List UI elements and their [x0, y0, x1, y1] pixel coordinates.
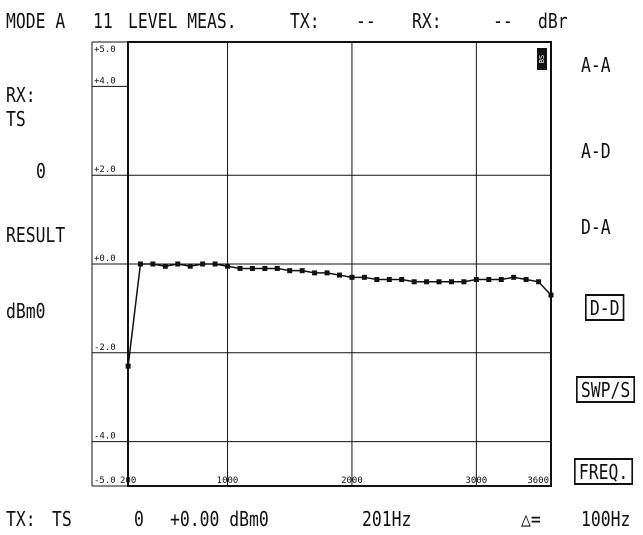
- data-point: [299, 268, 305, 274]
- data-point: [411, 279, 417, 285]
- softkey-a-d[interactable]: A-D: [581, 139, 611, 163]
- y-tick-label: +2.0: [94, 165, 116, 175]
- data-point: [349, 274, 355, 280]
- data-point: [399, 277, 405, 283]
- data-point: [386, 277, 392, 283]
- status-delta: △=: [521, 507, 541, 531]
- header-tx-value: --: [356, 9, 376, 33]
- mode-number: 11: [93, 9, 113, 33]
- status-tx-label: TX:: [6, 507, 36, 531]
- header-unit: dBr: [538, 9, 568, 33]
- softkey-sweep-step[interactable]: SWP/S: [576, 376, 636, 403]
- corner-badge-box: [537, 48, 547, 70]
- status-frequency: 201Hz: [362, 507, 412, 531]
- x-tick-label: 2000: [341, 476, 363, 486]
- rx-source: TS: [6, 107, 26, 131]
- data-point: [436, 279, 442, 285]
- data-point: [274, 265, 280, 271]
- data-point: [187, 263, 193, 269]
- data-point: [424, 279, 430, 285]
- data-point: [237, 265, 243, 271]
- data-point: [486, 277, 492, 283]
- grid-lines: [128, 42, 551, 486]
- data-point: [461, 279, 467, 285]
- result-unit: dBm0: [6, 299, 46, 323]
- rx-value: 0: [36, 159, 46, 183]
- y-tick-label: +5.0: [94, 45, 116, 55]
- data-point: [324, 270, 330, 276]
- header-rx-label: RX:: [412, 9, 442, 33]
- x-tick-label: 200: [120, 476, 136, 486]
- header-rx-value: --: [493, 9, 513, 33]
- y-tick-label: -2.0: [94, 343, 116, 353]
- data-point: [175, 261, 181, 267]
- y-tick-label: -5.0: [94, 476, 116, 486]
- data-point: [473, 277, 479, 283]
- data-point: [511, 274, 517, 280]
- status-tx-source: TS: [52, 507, 72, 531]
- data-point: [548, 292, 554, 298]
- status-tx-level: +0.00 dBm0: [170, 507, 269, 531]
- status-tx-level-value: 0: [134, 507, 144, 531]
- y-tick-label: -4.0: [94, 432, 116, 442]
- status-step: 100Hz: [581, 507, 631, 531]
- data-point: [225, 263, 231, 269]
- y-tick-label: +4.0: [94, 76, 116, 86]
- rx-label: RX:: [6, 83, 36, 107]
- header-tx-label: TX:: [290, 9, 320, 33]
- softkey-d-d[interactable]: D-D: [585, 294, 625, 321]
- data-point: [498, 277, 504, 283]
- data-point: [137, 261, 143, 267]
- data-point: [162, 263, 168, 269]
- softkey-d-a[interactable]: D-A: [581, 215, 611, 239]
- data-point: [374, 277, 380, 283]
- softkey-a-a[interactable]: A-A: [581, 53, 611, 77]
- data-point: [536, 279, 542, 285]
- data-point: [150, 261, 156, 267]
- data-point: [125, 363, 131, 369]
- x-tick-label: 3600: [527, 476, 549, 486]
- result-label: RESULT: [6, 223, 66, 247]
- data-point: [212, 261, 218, 267]
- data-point: [262, 265, 268, 271]
- data-point: [200, 261, 206, 267]
- data-point: [448, 279, 454, 285]
- series-level: [125, 261, 554, 369]
- data-point: [249, 265, 255, 271]
- data-point: [287, 268, 293, 274]
- y-tick-labels: +5.0 +4.0 +2.0 +0.0 -2.0 -4.0 -5.0: [92, 41, 128, 487]
- data-point: [337, 272, 342, 278]
- data-point: [523, 277, 529, 283]
- data-point: [312, 270, 318, 276]
- x-tick-label: 1000: [217, 476, 239, 486]
- data-point: [361, 274, 367, 280]
- x-tick-labels: 200 1000 2000 3000 3600: [120, 476, 549, 486]
- corner-badge-text: BS: [538, 55, 546, 63]
- softkey-frequency[interactable]: FREQ.: [574, 458, 634, 485]
- x-tick-label: 3000: [466, 476, 488, 486]
- mode-label: MODE A: [6, 9, 66, 33]
- function-title: LEVEL MEAS.: [128, 9, 237, 33]
- y-tick-label: +0.0: [94, 254, 116, 264]
